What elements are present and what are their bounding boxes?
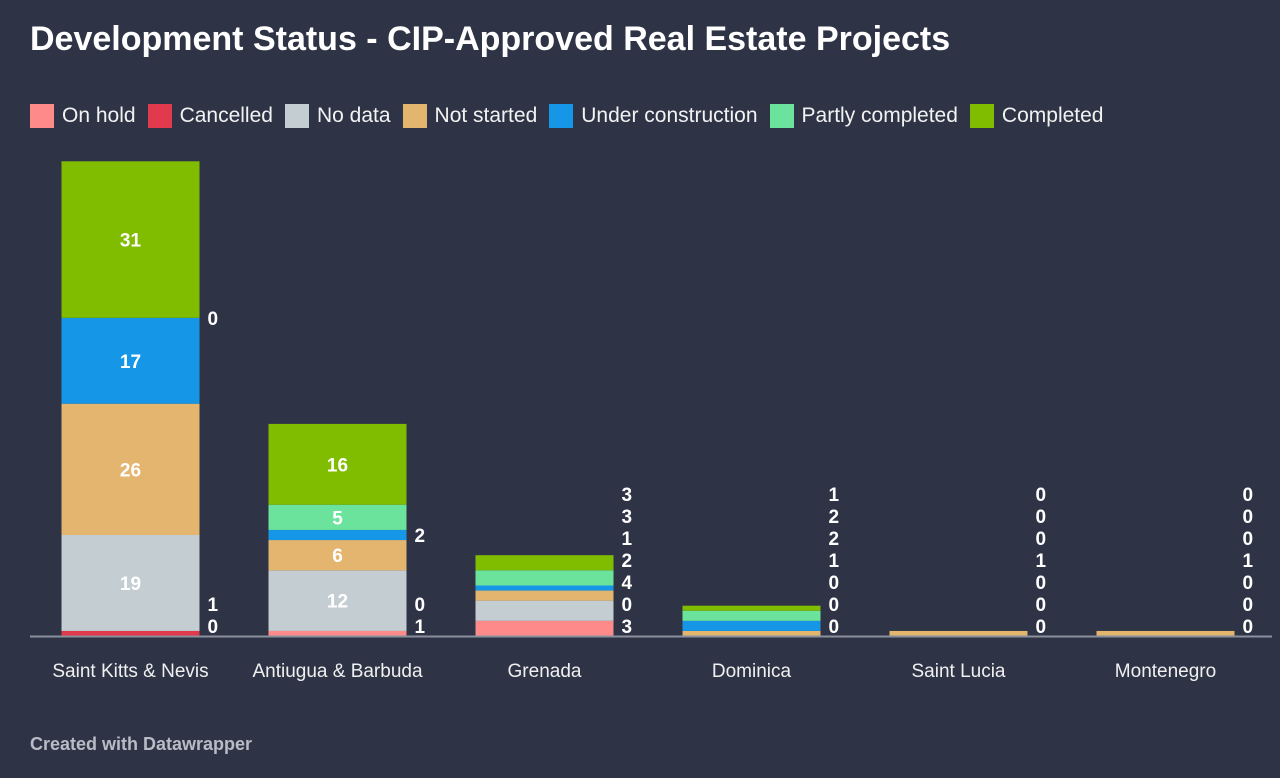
legend-item: Under construction bbox=[549, 104, 758, 128]
legend-label: Partly completed bbox=[801, 104, 958, 127]
data-label: 3 bbox=[622, 507, 633, 528]
x-tick-label: Grenada bbox=[508, 661, 582, 682]
legend-item: Cancelled bbox=[147, 104, 273, 128]
footer-credit: Created with Datawrapper bbox=[30, 734, 253, 754]
bar-segment bbox=[268, 504, 407, 530]
data-label: 0 bbox=[829, 595, 840, 616]
data-label: 4 bbox=[622, 573, 633, 594]
legend: On hold Cancelled No data Not started Under … bbox=[30, 104, 1115, 128]
legend-label: Under construction bbox=[581, 104, 758, 127]
data-label: 31 bbox=[120, 231, 142, 252]
data-label: 0 bbox=[622, 595, 633, 616]
data-label: 0 bbox=[208, 309, 219, 330]
data-label: 2 bbox=[829, 529, 840, 550]
data-label: 1 bbox=[1243, 551, 1254, 572]
data-label: 26 bbox=[120, 460, 141, 481]
data-label: 1 bbox=[1036, 551, 1047, 572]
data-label: 0 bbox=[1243, 507, 1254, 528]
bar-segment bbox=[475, 570, 614, 586]
bar-segment bbox=[61, 161, 200, 318]
bar-segment bbox=[475, 590, 614, 601]
data-label: 3 bbox=[622, 617, 633, 638]
bar-segment bbox=[1096, 630, 1235, 636]
legend-swatch bbox=[147, 104, 172, 128]
legend-item: Not started bbox=[402, 104, 538, 128]
data-label: 19 bbox=[120, 574, 141, 595]
data-label: 0 bbox=[415, 595, 426, 616]
data-label: 0 bbox=[1036, 595, 1047, 616]
data-label: 0 bbox=[829, 573, 840, 594]
bar-segment bbox=[61, 535, 200, 631]
bar-segment bbox=[682, 630, 821, 636]
x-tick-label: Saint Lucia bbox=[911, 661, 1005, 682]
legend-label: Not started bbox=[434, 104, 538, 127]
x-tick-label: Antiugua & Barbuda bbox=[252, 661, 423, 682]
bar-segment bbox=[61, 317, 200, 404]
bar-segment bbox=[268, 529, 407, 541]
chart-title: Development Status - CIP-Approved Real E… bbox=[30, 20, 951, 58]
data-label: 0 bbox=[1243, 485, 1254, 506]
bar-segment bbox=[475, 620, 614, 636]
bar-segment bbox=[475, 600, 614, 621]
bar-segment bbox=[268, 423, 407, 505]
bar-segment bbox=[682, 605, 821, 611]
data-label: 2 bbox=[829, 507, 840, 528]
bar-segment bbox=[682, 610, 821, 621]
x-tick-label: Saint Kitts & Nevis bbox=[52, 661, 208, 682]
data-label: 6 bbox=[332, 546, 343, 567]
data-label: 2 bbox=[415, 526, 426, 547]
legend-label: No data bbox=[316, 104, 391, 127]
legend-label: Cancelled bbox=[179, 104, 273, 127]
legend-item: Partly completed bbox=[769, 104, 958, 128]
bar-segment bbox=[475, 555, 614, 571]
legend-swatch bbox=[30, 104, 54, 128]
legend-swatch bbox=[284, 104, 309, 128]
data-label: 0 bbox=[1243, 595, 1254, 616]
bar-segment bbox=[268, 630, 407, 636]
bar-segment bbox=[61, 630, 200, 636]
data-label: 1 bbox=[829, 551, 840, 572]
data-label: 17 bbox=[120, 352, 141, 373]
data-label: 0 bbox=[1036, 617, 1047, 638]
data-label: 2 bbox=[622, 551, 633, 572]
bar-segment bbox=[268, 540, 407, 571]
legend-swatch bbox=[402, 104, 427, 128]
data-label: 0 bbox=[1036, 507, 1047, 528]
data-label: 1 bbox=[208, 595, 219, 616]
legend-label: Completed bbox=[1001, 104, 1104, 127]
legend-item: On hold bbox=[30, 104, 136, 128]
legend-swatch bbox=[549, 104, 574, 128]
legend-swatch bbox=[769, 104, 794, 128]
data-label: 5 bbox=[332, 508, 343, 529]
legend-swatch bbox=[969, 104, 994, 128]
bar-segment bbox=[61, 403, 200, 535]
data-label: 0 bbox=[208, 617, 219, 638]
data-label: 0 bbox=[1036, 573, 1047, 594]
data-label: 0 bbox=[1036, 485, 1047, 506]
legend-item: Completed bbox=[969, 104, 1104, 128]
bar-segment bbox=[682, 620, 821, 631]
data-label: 0 bbox=[1243, 617, 1254, 638]
x-tick-label: Montenegro bbox=[1115, 661, 1216, 682]
x-tick-label: Dominica bbox=[712, 661, 792, 682]
data-label: 3 bbox=[622, 485, 633, 506]
data-label: 0 bbox=[1036, 529, 1047, 550]
data-label: 1 bbox=[415, 617, 426, 638]
legend-label: On hold bbox=[62, 104, 136, 127]
data-label: 12 bbox=[327, 592, 348, 613]
data-label: 0 bbox=[829, 617, 840, 638]
bar-segment bbox=[889, 630, 1028, 636]
data-label: 16 bbox=[327, 455, 348, 476]
legend-item: No data bbox=[284, 104, 391, 128]
bar-segment bbox=[475, 585, 614, 591]
data-label: 1 bbox=[829, 485, 840, 506]
bar-segment bbox=[268, 570, 407, 631]
data-label: 0 bbox=[1243, 573, 1254, 594]
data-label: 0 bbox=[1243, 529, 1254, 550]
data-label: 1 bbox=[622, 529, 633, 550]
